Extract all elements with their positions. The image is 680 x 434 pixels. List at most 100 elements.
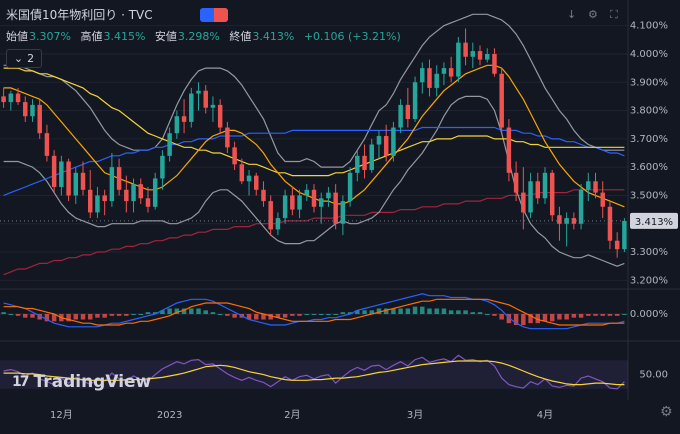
- macd-histogram-bar: [420, 306, 425, 314]
- macd-histogram-bar: [80, 314, 86, 320]
- candle-body: [1, 96, 6, 103]
- candle-body: [37, 104, 42, 134]
- indicators-toggle-button[interactable]: ⌄ 2: [6, 49, 42, 68]
- candle-body: [109, 167, 115, 202]
- macd-histogram-bar: [138, 314, 143, 315]
- settings-icon[interactable]: ⚙: [588, 8, 598, 21]
- macd-histogram-bar: [571, 314, 577, 318]
- macd-histogram-bar: [362, 310, 367, 314]
- x-tick-label: 3月: [407, 409, 423, 421]
- macd-histogram-bar: [506, 314, 512, 324]
- macd-histogram-bar: [513, 314, 519, 325]
- high-label: 高値: [80, 30, 103, 43]
- fullscreen-icon[interactable]: ⛶: [610, 8, 618, 21]
- candle-body: [239, 164, 245, 182]
- candle-body: [138, 184, 143, 199]
- candle-body: [492, 53, 497, 74]
- flag-icon[interactable]: [200, 8, 228, 22]
- macd-histogram-bar: [95, 314, 100, 318]
- candle-body: [578, 189, 584, 224]
- ohlc-legend: 始値3.307% 高値3.415% 安値3.298% 終値3.413% +0.1…: [6, 28, 407, 44]
- candle-body: [456, 42, 461, 77]
- price-tick-label: 3.900%: [630, 77, 668, 88]
- candle-body: [203, 90, 208, 108]
- candle-body: [73, 172, 79, 196]
- tv-logo-icon: 17: [12, 374, 30, 390]
- candle-body: [521, 192, 526, 213]
- change-value: +0.106 (+3.21%): [303, 30, 401, 43]
- rsi-ma-line: [3, 360, 625, 386]
- macd-histogram-bar: [614, 314, 620, 316]
- macd-histogram-bar: [564, 314, 569, 320]
- candle-body: [376, 136, 382, 145]
- macd-histogram-bar: [622, 314, 627, 315]
- candle-body: [30, 104, 35, 117]
- macd-histogram-bar: [369, 310, 374, 314]
- macd-histogram-bar: [174, 308, 180, 314]
- rsi-band: [0, 360, 628, 389]
- macd-histogram-bar: [376, 308, 382, 314]
- gear-icon[interactable]: ⚙: [660, 404, 673, 420]
- macd-histogram-bar: [492, 314, 497, 316]
- macd-histogram-bar: [15, 314, 21, 316]
- candle-body: [557, 215, 562, 224]
- macd-histogram-bar: [8, 314, 14, 315]
- candle-body: [535, 181, 541, 199]
- rsi-line: [3, 354, 625, 390]
- macd-histogram-bar: [124, 314, 129, 316]
- candle-body: [124, 189, 129, 202]
- macd-histogram-bar: [383, 308, 389, 314]
- macd-histogram-bar: [463, 310, 468, 314]
- macd-histogram-bar: [333, 314, 338, 315]
- macd-histogram-bar: [593, 314, 598, 316]
- candle-body: [59, 161, 64, 187]
- macd-histogram-bar: [225, 314, 230, 316]
- macd-histogram-bar: [87, 314, 93, 320]
- candle-body: [15, 93, 21, 103]
- macd-histogram-bar: [246, 314, 252, 320]
- candle-body: [311, 189, 317, 207]
- macd-histogram-bar: [196, 308, 201, 314]
- candle-body: [477, 51, 483, 60]
- macd-line: [3, 293, 625, 330]
- candle-body: [297, 195, 302, 210]
- macd-histogram-bar: [131, 314, 136, 315]
- price-tick-label: 4.100%: [630, 21, 668, 32]
- candle-body: [485, 53, 490, 60]
- macd-histogram-bar: [109, 314, 115, 316]
- tradingview-logo: 17 TradingView: [12, 372, 151, 392]
- price-tick-label: 3.800%: [630, 106, 668, 117]
- candle-body: [571, 218, 577, 224]
- macd-histogram-bar: [160, 310, 165, 314]
- candle-body: [268, 201, 273, 230]
- close-label: 終値: [229, 30, 252, 43]
- macd-histogram-bar: [23, 314, 28, 318]
- symbol-title[interactable]: 米国債10年物利回り · TVC: [6, 8, 153, 22]
- macd-histogram-bar: [355, 310, 360, 314]
- macd-histogram-bar: [441, 308, 447, 314]
- macd-histogram-bar: [203, 310, 208, 314]
- indicator-count: 2: [27, 52, 35, 65]
- candle-body: [23, 102, 28, 117]
- candle-body: [391, 127, 396, 156]
- candle-body: [427, 68, 432, 88]
- candle-body: [614, 240, 620, 250]
- candle-body: [513, 172, 519, 193]
- open-value: 3.307%: [29, 30, 71, 43]
- candle-body: [463, 42, 468, 57]
- macd-histogram-bar: [412, 306, 418, 314]
- x-tick-label: 12月: [50, 409, 73, 421]
- macd-histogram-bar: [217, 314, 223, 315]
- candle-body: [51, 155, 57, 187]
- candle-body: [174, 116, 180, 134]
- candle-body: [232, 147, 237, 165]
- macd-histogram-bar: [578, 314, 584, 318]
- candle-body: [528, 181, 533, 213]
- macd-histogram-bar: [116, 314, 122, 316]
- candle-body: [347, 172, 353, 202]
- last-price-label: 3.413%: [635, 217, 673, 228]
- arrow-down-icon[interactable]: ↓: [567, 8, 577, 21]
- candle-body: [499, 73, 504, 128]
- macd-histogram-bar: [152, 312, 158, 314]
